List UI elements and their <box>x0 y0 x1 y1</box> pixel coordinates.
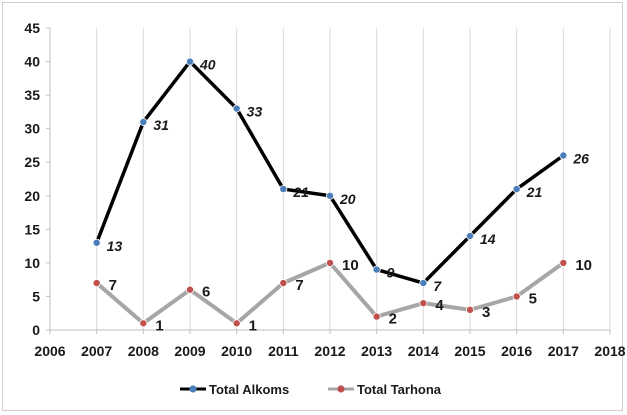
legend-marker-tarhona <box>337 385 344 392</box>
marker-tarhona <box>420 300 427 307</box>
data-label-tarhona: 10 <box>575 257 592 274</box>
data-label-alkoms: 7 <box>433 278 442 294</box>
marker-tarhona <box>93 279 100 286</box>
marker-alkoms <box>280 185 287 192</box>
marker-tarhona <box>140 320 147 327</box>
marker-tarhona <box>560 259 567 266</box>
x-tick-label: 2014 <box>408 343 439 359</box>
marker-alkoms <box>466 232 473 239</box>
data-label-tarhona: 4 <box>435 297 444 314</box>
legend-label-tarhona: Total Tarhona <box>357 382 442 397</box>
data-label-tarhona: 10 <box>342 257 359 274</box>
marker-tarhona <box>326 259 333 266</box>
x-tick-label: 2006 <box>34 343 65 359</box>
marker-alkoms <box>93 239 100 246</box>
x-tick-label: 2012 <box>314 343 345 359</box>
marker-alkoms <box>326 192 333 199</box>
marker-alkoms <box>560 152 567 159</box>
data-label-tarhona: 6 <box>202 284 210 301</box>
data-label-alkoms: 9 <box>387 265 395 281</box>
marker-tarhona <box>466 306 473 313</box>
legend-label-alkoms: Total Alkoms <box>209 382 289 397</box>
data-label-tarhona: 5 <box>529 290 537 307</box>
data-label-alkoms: 31 <box>153 117 169 133</box>
marker-tarhona <box>186 286 193 293</box>
data-label-alkoms: 40 <box>199 57 216 73</box>
x-tick-label: 2017 <box>548 343 579 359</box>
data-label-tarhona: 7 <box>109 277 117 294</box>
data-label-alkoms: 21 <box>526 184 543 200</box>
data-label-tarhona: 2 <box>389 311 397 328</box>
y-tick-label: 25 <box>24 154 40 170</box>
y-tick-label: 5 <box>32 288 40 304</box>
y-tick-label: 40 <box>24 54 40 70</box>
marker-alkoms <box>373 266 380 273</box>
data-label-alkoms: 21 <box>292 184 309 200</box>
data-label-tarhona: 1 <box>155 317 163 334</box>
y-tick-label: 20 <box>24 188 40 204</box>
data-label-alkoms: 26 <box>572 151 589 167</box>
y-axis-ticks: 0 5 10 15 20 25 30 35 40 45 <box>24 20 50 338</box>
data-label-alkoms: 33 <box>247 104 263 120</box>
marker-alkoms <box>233 105 240 112</box>
y-tick-label: 30 <box>24 121 40 137</box>
legend-marker-alkoms <box>189 385 196 392</box>
y-tick-label: 0 <box>32 322 40 338</box>
y-tick-label: 45 <box>24 20 40 36</box>
y-tick-label: 10 <box>24 255 40 271</box>
x-tick-label: 2018 <box>594 343 625 359</box>
marker-alkoms <box>140 118 147 125</box>
data-label-alkoms: 20 <box>339 191 356 207</box>
x-tick-label: 2011 <box>268 343 299 359</box>
marker-tarhona <box>280 279 287 286</box>
data-label-tarhona: 7 <box>295 277 303 294</box>
data-label-alkoms: 13 <box>107 238 123 254</box>
marker-alkoms <box>420 279 427 286</box>
x-tick-label: 2009 <box>174 343 205 359</box>
data-label-tarhona: 1 <box>249 317 257 334</box>
y-tick-label: 15 <box>24 221 40 237</box>
marker-alkoms <box>186 58 193 65</box>
y-tick-label: 35 <box>24 87 40 103</box>
x-tick-label: 2007 <box>81 343 112 359</box>
data-label-tarhona: 3 <box>482 304 490 321</box>
marker-tarhona <box>233 320 240 327</box>
marker-tarhona <box>373 313 380 320</box>
x-tick-label: 2013 <box>361 343 392 359</box>
marker-tarhona <box>513 293 520 300</box>
legend: Total Alkoms Total Tarhona <box>180 382 442 397</box>
x-tick-label: 2010 <box>221 343 252 359</box>
gridlines <box>50 28 610 330</box>
marker-alkoms <box>513 185 520 192</box>
x-tick-label: 2016 <box>501 343 532 359</box>
x-tick-label: 2015 <box>454 343 485 359</box>
x-axis-ticks: 2006 2007 2008 2009 2010 2011 2012 2013 2014 2015… <box>34 330 625 359</box>
x-tick-label: 2008 <box>128 343 159 359</box>
data-label-alkoms: 14 <box>480 231 496 247</box>
